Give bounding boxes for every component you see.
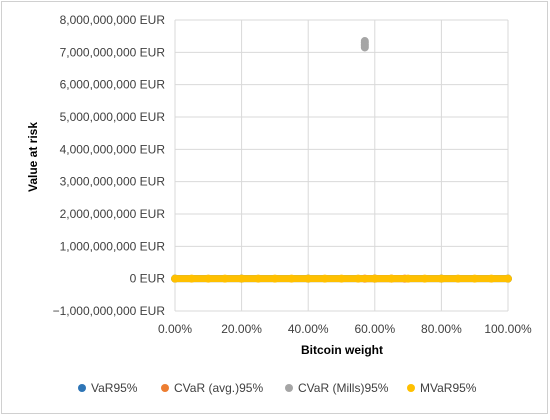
y-tick-label: 8,000,000,000 EUR — [60, 13, 166, 27]
gridlines — [174, 19, 509, 312]
legend-marker — [407, 384, 415, 392]
legend-marker — [161, 384, 169, 392]
x-tick-label: 20.00% — [221, 322, 262, 336]
y-tick-label: 4,000,000,000 EUR — [60, 142, 166, 156]
y-tick-label: 7,000,000,000 EUR — [60, 45, 166, 59]
legend: VaR95% CVaR (avg.)95% CVaR (Mills)95% MVaR9… — [78, 381, 477, 395]
series-mvar95- — [171, 274, 512, 283]
legend-label: CVaR (avg.)95% — [174, 381, 263, 395]
legend-item: CVaR (Mills)95% — [285, 381, 389, 395]
x-tick-label: 40.00% — [288, 322, 329, 336]
legend-label: CVaR (Mills)95% — [298, 381, 389, 395]
y-axis-title: Value at risk — [26, 122, 40, 192]
x-tick-label: 60.00% — [354, 322, 395, 336]
y-tick-label: 5,000,000,000 EUR — [60, 110, 166, 124]
x-tick-label: 0.00% — [158, 322, 192, 336]
y-tick-label: 2,000,000,000 EUR — [60, 207, 166, 221]
y-tick-label: 0 EUR — [130, 272, 166, 286]
y-tick-label: −1,000,000,000 EUR — [53, 304, 166, 318]
scatter-chart: 8,000,000,000 EUR 7,000,000,000 EUR 6,000,… — [26, 13, 532, 395]
x-tick-label: 100.00% — [484, 322, 532, 336]
legend-label: MVaR95% — [420, 381, 477, 395]
y-tick-label: 6,000,000,000 EUR — [60, 78, 166, 92]
legend-item: VaR95% — [78, 381, 138, 395]
x-axis-tick-labels: 0.00% 20.00% 40.00% 60.00% 80.00% 100.00% — [158, 322, 532, 336]
series-cvar-mills-95- — [360, 37, 369, 52]
y-tick-label: 1,000,000,000 EUR — [60, 239, 166, 253]
legend-label: VaR95% — [91, 381, 138, 395]
legend-item: CVaR (avg.)95% — [161, 381, 263, 395]
y-tick-label: 3,000,000,000 EUR — [60, 175, 166, 189]
legend-marker — [285, 384, 293, 392]
x-axis-title: Bitcoin weight — [301, 343, 383, 357]
y-axis-tick-labels: 8,000,000,000 EUR 7,000,000,000 EUR 6,000,… — [53, 13, 166, 318]
legend-item: MVaR95% — [407, 381, 477, 395]
data-points — [171, 37, 512, 283]
x-tick-label: 80.00% — [421, 322, 462, 336]
legend-marker — [78, 384, 86, 392]
chart-frame: 8,000,000,000 EUR 7,000,000,000 EUR 6,000,… — [1, 1, 548, 414]
